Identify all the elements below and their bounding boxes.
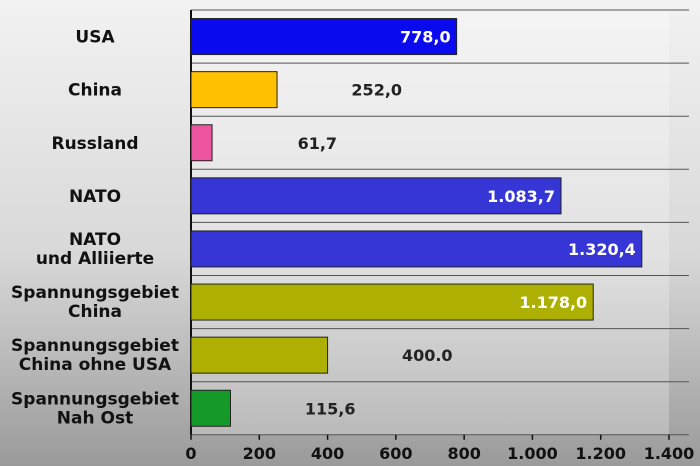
- data-label: 1.320,4: [568, 240, 636, 259]
- bar: [190, 336, 329, 374]
- bar: [190, 71, 278, 109]
- category-label: Spannungsgebiet China: [11, 283, 179, 322]
- data-label: 252,0: [351, 81, 402, 100]
- x-tick-label: 1.000: [507, 444, 558, 463]
- x-tick-label: 1.400: [644, 444, 695, 463]
- x-tick-label: 800: [447, 444, 480, 463]
- category-label-line: Spannungsgebiet: [11, 336, 179, 356]
- data-label: 61,7: [298, 134, 337, 153]
- x-tick-label: 200: [243, 444, 276, 463]
- category-label-line: Russland: [51, 134, 138, 154]
- category-label-line: Spannungsgebiet: [11, 389, 179, 409]
- bar: [190, 230, 643, 268]
- bar: [190, 18, 458, 56]
- category-label-line: China ohne USA: [19, 355, 172, 375]
- x-tick-label: 600: [379, 444, 412, 463]
- category-label-line: NATO: [69, 187, 121, 207]
- x-tick-label: 1.200: [575, 444, 626, 463]
- data-label: 115,6: [305, 399, 356, 418]
- bar: [190, 283, 594, 321]
- category-label: NATO: [69, 187, 121, 207]
- category-label: Spannungsgebiet China ohne USA: [11, 336, 179, 375]
- bar: [190, 124, 213, 162]
- category-label-line: Nah Ost: [57, 408, 133, 428]
- category-label: NATO und Alliierte: [36, 230, 154, 269]
- bar: [190, 389, 231, 427]
- category-label-line: und Alliierte: [36, 249, 154, 269]
- x-tick-label: 0: [185, 444, 196, 463]
- data-label: 1.083,7: [487, 187, 555, 206]
- category-label: China: [68, 81, 122, 101]
- category-label-line: Spannungsgebiet: [11, 283, 179, 303]
- category-label-line: USA: [75, 28, 115, 48]
- x-tick-label: 400: [311, 444, 344, 463]
- category-label: Russland: [51, 134, 138, 154]
- category-label-line: China: [68, 81, 122, 101]
- data-label: 400.0: [402, 346, 453, 365]
- data-label: 778,0: [400, 28, 451, 47]
- data-label: 1.178,0: [519, 293, 587, 312]
- category-label: USA: [75, 28, 115, 48]
- category-label-line: China: [68, 302, 122, 322]
- bar: [190, 177, 562, 215]
- category-label-line: NATO: [69, 230, 121, 250]
- category-label: Spannungsgebiet Nah Ost: [11, 389, 179, 428]
